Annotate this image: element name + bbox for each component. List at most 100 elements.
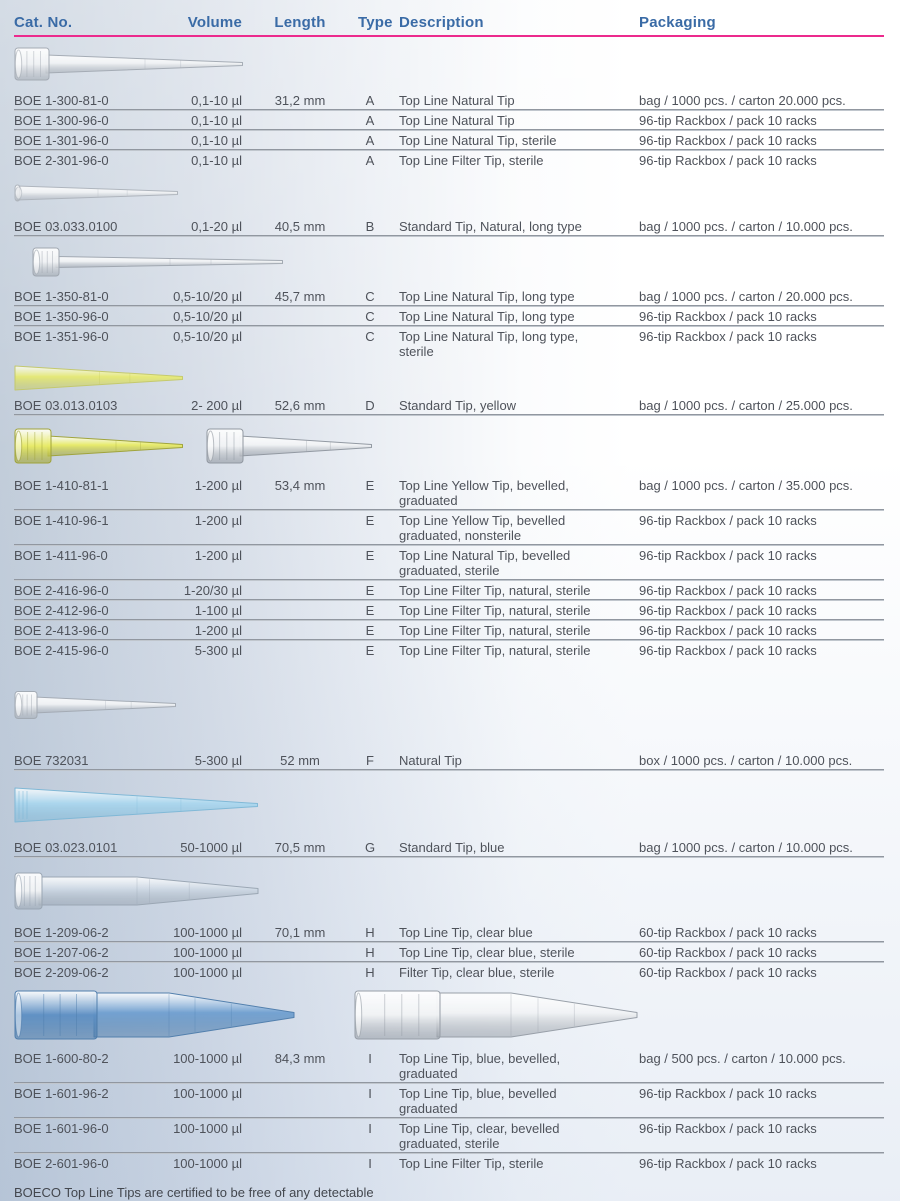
cell-cat-no: BOE 2-413-96-0 — [14, 623, 109, 638]
cell-packaging: bag / 500 pcs. / carton / 10.000 pcs. — [639, 1051, 846, 1066]
cell-length — [242, 623, 358, 624]
cell-type: I — [368, 1156, 372, 1171]
cell-length — [242, 1156, 358, 1157]
cell-description: Top Line Filter Tip, natural, sterile — [399, 623, 591, 638]
cell-cat-no: BOE 1-601-96-2 — [14, 1086, 109, 1101]
cell-length: 40,5 mm — [274, 219, 326, 234]
product-group-i: BOE 1-600-80-2 100-1000 µl 84,3 mm I Top Lin… — [14, 981, 884, 1172]
cell-packaging: 96-tip Rackbox / pack 10 racks — [639, 1086, 817, 1101]
product-row-boe-1-600-80-2: BOE 1-600-80-2 100-1000 µl 84,3 mm I Top Lin… — [14, 1049, 884, 1084]
cell-description: Standard Tip, Natural, long type — [399, 219, 582, 234]
product-row-boe-1-300-81-0: BOE 1-300-81-0 0,1-10 µl 31,2 mm A Top Line … — [14, 91, 884, 111]
cell-cat-no: BOE 1-209-06-2 — [14, 925, 109, 940]
cell-description: Top Line Tip, blue, bevelled, graduated — [399, 1051, 561, 1081]
cell-type: E — [365, 623, 375, 638]
cell-type: E — [365, 548, 375, 563]
cell-length — [242, 548, 358, 549]
cell-length — [242, 113, 358, 114]
cell-length — [242, 643, 358, 644]
cell-description: Top Line Filter Tip, natural, sterile — [399, 643, 591, 658]
cell-description: Top Line Natural Tip, long type — [399, 309, 575, 324]
cell-volume: 0,1-10 µl — [191, 93, 242, 108]
cell-packaging: bag / 1000 pcs. / carton / 10.000 pcs. — [639, 840, 853, 855]
cell-type: I — [368, 1051, 372, 1066]
cell-packaging: 60-tip Rackbox / pack 10 racks — [639, 945, 817, 960]
cell-packaging: 96-tip Rackbox / pack 10 racks — [639, 153, 817, 168]
cell-volume: 1-100 µl — [194, 603, 242, 618]
cell-description: Top Line Filter Tip, sterile — [399, 1156, 544, 1171]
tip-figure-row — [14, 169, 884, 217]
cell-volume: 100-1000 µl — [173, 1051, 242, 1066]
cell-packaging: bag / 1000 pcs. / carton / 20.000 pcs. — [639, 289, 853, 304]
cell-volume: 5-300 µl — [194, 643, 242, 658]
cell-description: Top Line Natural Tip, bevelled graduated… — [399, 548, 571, 578]
cell-cat-no: BOE 2-301-96-0 — [14, 153, 109, 168]
cell-length: 52,6 mm — [274, 398, 326, 413]
cell-length: 31,2 mm — [274, 93, 326, 108]
cell-cat-no: BOE 1-350-81-0 — [14, 289, 109, 304]
column-header-cat-no: Cat. No. — [14, 14, 73, 31]
cell-packaging: 60-tip Rackbox / pack 10 racks — [639, 965, 817, 980]
product-row-boe-1-601-96-0: BOE 1-601-96-0 100-1000 µl I Top Line Tip, … — [14, 1119, 884, 1154]
cell-packaging: 96-tip Rackbox / pack 10 racks — [639, 623, 817, 638]
product-row-boe-03-013-0103: BOE 03.013.0103 2- 200 µl 52,6 mm D Standard… — [14, 396, 884, 416]
product-row-boe-1-410-81-1: BOE 1-410-81-1 1-200 µl 53,4 mm E Top Line Y… — [14, 476, 884, 511]
cell-packaging: 96-tip Rackbox / pack 10 racks — [639, 329, 817, 344]
cell-packaging: 96-tip Rackbox / pack 10 racks — [639, 1156, 817, 1171]
cell-cat-no: BOE 2-601-96-0 — [14, 1156, 109, 1171]
tip-blue-standard-image — [14, 787, 258, 822]
product-row-boe-1-350-96-0: BOE 1-350-96-0 0,5-10/20 µl C Top Line Natu… — [14, 307, 884, 327]
cell-type: A — [365, 153, 375, 168]
tip-natural-long-flat-image — [14, 184, 178, 202]
tip-yellow-standard-image — [14, 365, 183, 391]
cell-volume: 0,1-20 µl — [191, 219, 242, 234]
tip-natural-topline-image — [206, 428, 372, 464]
product-row-boe-2-416-96-0: BOE 2-416-96-0 1-20/30 µl E Top Line Filter… — [14, 581, 884, 601]
cell-length — [242, 583, 358, 584]
cell-cat-no: BOE 1-410-81-1 — [14, 478, 109, 493]
cell-volume: 100-1000 µl — [173, 1156, 242, 1171]
cell-length: 53,4 mm — [274, 478, 326, 493]
cell-type: A — [365, 113, 375, 128]
cell-type: E — [365, 478, 375, 493]
cell-packaging: 96-tip Rackbox / pack 10 racks — [639, 113, 817, 128]
cell-cat-no: BOE 1-411-96-0 — [14, 548, 108, 563]
product-row-boe-1-410-96-1: BOE 1-410-96-1 1-200 µl E Top Line Yellow T… — [14, 511, 884, 546]
cell-volume: 2- 200 µl — [191, 398, 242, 413]
cell-description: Top Line Natural Tip, long type, sterile — [399, 329, 579, 359]
tip-figure-row — [14, 37, 884, 91]
cell-description: Natural Tip — [399, 753, 462, 768]
product-group-c: BOE 1-350-81-0 0,5-10/20 µl 45,7 mm C Top Li… — [14, 237, 884, 360]
cell-cat-no: BOE 03.023.0101 — [14, 840, 118, 855]
cell-cat-no: BOE 1-300-96-0 — [14, 113, 109, 128]
cell-length: 70,5 mm — [274, 840, 326, 855]
cell-volume: 100-1000 µl — [173, 1121, 242, 1136]
cell-packaging: 96-tip Rackbox / pack 10 racks — [639, 1121, 817, 1136]
cell-type: I — [368, 1121, 372, 1136]
cell-type: B — [365, 219, 375, 234]
product-row-boe-2-415-96-0: BOE 2-415-96-0 5-300 µl E Top Line Filter T… — [14, 641, 884, 659]
product-row-boe-1-207-06-2: BOE 1-207-06-2 100-1000 µl H Top Line Tip, … — [14, 943, 884, 963]
product-row-boe-1-301-96-0: BOE 1-301-96-0 0,1-10 µl A Top Line Natural… — [14, 131, 884, 151]
cell-length: 84,3 mm — [274, 1051, 326, 1066]
cell-type: A — [365, 93, 375, 108]
cell-type: C — [365, 329, 375, 344]
cell-cat-no: BOE 1-207-06-2 — [14, 945, 109, 960]
cell-cat-no: BOE 1-301-96-0 — [14, 133, 109, 148]
cell-cat-no: BOE 1-350-96-0 — [14, 309, 109, 324]
cell-volume: 1-20/30 µl — [183, 583, 242, 598]
cell-length — [242, 945, 358, 946]
tip-figure-row — [14, 416, 884, 476]
cell-cat-no: BOE 1-601-96-0 — [14, 1121, 109, 1136]
product-row-boe-732031: BOE 732031 5-300 µl 52 mm F Natural Tip box /… — [14, 751, 884, 771]
cell-description: Filter Tip, clear blue, sterile — [399, 965, 555, 980]
cell-description: Top Line Filter Tip, natural, sterile — [399, 583, 591, 598]
cell-length — [242, 153, 358, 154]
cell-cat-no: BOE 1-300-81-0 — [14, 93, 109, 108]
product-row-boe-1-209-06-2: BOE 1-209-06-2 100-1000 µl 70,1 mm H Top Lin… — [14, 923, 884, 943]
cell-description: Top Line Tip, clear, bevelled graduated,… — [399, 1121, 560, 1151]
cell-cat-no: BOE 732031 — [14, 753, 89, 768]
cell-packaging: box / 1000 pcs. / carton / 10.000 pcs. — [639, 753, 853, 768]
product-group-b: BOE 03.033.0100 0,1-20 µl 40,5 mm B Standard… — [14, 169, 884, 237]
